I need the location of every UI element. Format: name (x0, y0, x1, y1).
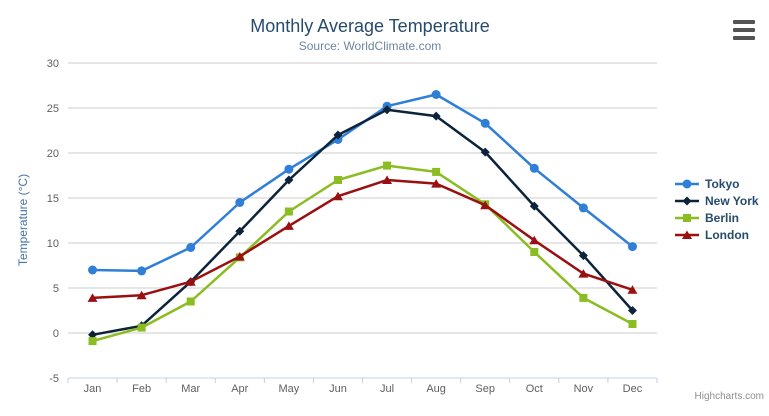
y-axis-label: 15 (47, 193, 59, 205)
x-axis-label: Jul (380, 383, 394, 395)
legend-item-new-york[interactable]: New York (674, 192, 759, 209)
legend-label: Tokyo (705, 176, 740, 191)
x-axis: Jan Feb Mar Apr May Jun Jul Aug Sep Oct Nov Dec (67, 377, 658, 395)
legend-item-berlin[interactable]: Berlin (674, 209, 759, 226)
legend-item-london[interactable]: London (674, 226, 759, 243)
x-axis-label: Jun (329, 383, 347, 395)
y-axis-labels: -5 0 5 10 15 20 25 30 (47, 58, 59, 385)
x-axis-label: Jan (84, 383, 102, 395)
x-axis-label: May (278, 383, 299, 395)
x-axis-label: Dec (623, 383, 643, 395)
x-axis-label: Oct (526, 383, 543, 395)
legend: Tokyo New York Berlin London (674, 175, 759, 243)
series-london[interactable] (87, 175, 638, 302)
y-axis-label: 20 (47, 148, 59, 160)
y-axis-label: -5 (49, 373, 59, 385)
legend-label: New York (705, 193, 759, 208)
legend-label: London (705, 227, 749, 242)
x-axis-label: Mar (181, 383, 200, 395)
legend-item-tokyo[interactable]: Tokyo (674, 175, 759, 192)
y-axis-label: 25 (47, 103, 59, 115)
circle-icon (675, 179, 699, 188)
x-axis-label: Apr (231, 383, 248, 395)
x-axis-label: Feb (132, 383, 151, 395)
diamond-icon (675, 196, 699, 205)
context-menu-button[interactable] (733, 20, 757, 40)
gridlines (68, 62, 657, 379)
y-axis-label: 30 (47, 58, 59, 70)
chart-subtitle: Source: WorldClimate.com (298, 39, 442, 53)
x-axis-label: Sep (475, 383, 495, 395)
x-axis-label: Nov (574, 383, 594, 395)
triangle-icon (675, 230, 699, 239)
series-tokyo[interactable] (88, 90, 637, 276)
y-axis-label: 0 (53, 328, 59, 340)
x-axis-label: Aug (426, 383, 446, 395)
series-new-york[interactable] (88, 105, 637, 340)
y-axis-label: 5 (53, 283, 59, 295)
legend-label: Berlin (705, 210, 740, 225)
square-icon (675, 213, 699, 222)
chart-title: Monthly Average Temperature (250, 16, 490, 36)
y-axis-label: 10 (47, 238, 59, 250)
highcharts-credits[interactable]: Highcharts.com (694, 391, 764, 402)
hamburger-icon (733, 20, 755, 24)
